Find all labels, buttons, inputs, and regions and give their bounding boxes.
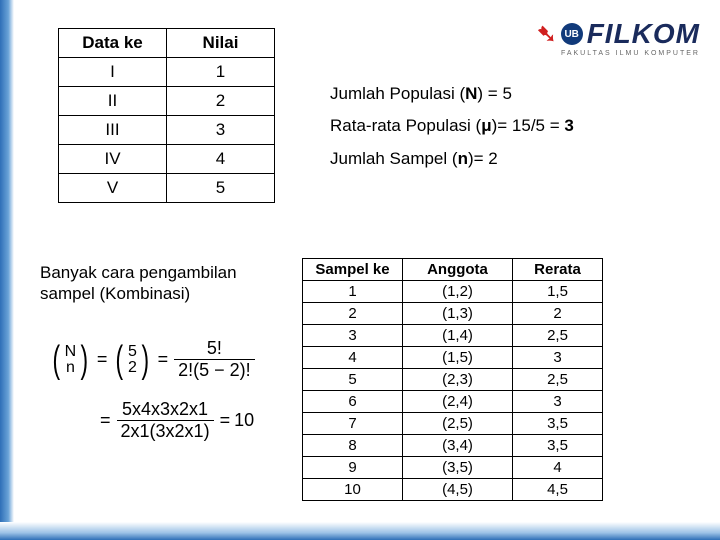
sample-cell: (3,4) [403, 435, 513, 457]
sample-cell: 4 [303, 347, 403, 369]
sample-cell: (1,5) [403, 347, 513, 369]
pop-cell: 2 [167, 87, 275, 116]
sample-cell: 2,5 [513, 325, 603, 347]
sample-th-sampel: Sampel ke [303, 259, 403, 281]
sample-cell: 8 [303, 435, 403, 457]
pop-cell: I [59, 58, 167, 87]
logo-subtitle: FAKULTAS ILMU KOMPUTER [561, 50, 700, 57]
sample-cell: 3,5 [513, 413, 603, 435]
stat-line-n: Jumlah Sampel (n)= 2 [330, 143, 574, 175]
logo-swoosh-icon: ➷ [537, 20, 557, 49]
sample-cell: 5 [303, 369, 403, 391]
sample-cell: 6 [303, 391, 403, 413]
sample-cell: 1,5 [513, 281, 603, 303]
pop-cell: 5 [167, 174, 275, 203]
combination-formula: ( Nn ) = ( 52 ) = 5! 2!(5 − 2)! = 5x4x3x… [50, 338, 255, 442]
sample-cell: (2,3) [403, 369, 513, 391]
pop-th-nilai: Nilai [167, 29, 275, 58]
stat-line-mu: Rata-rata Populasi (μ)= 15/5 = 3 [330, 110, 574, 142]
sample-cell: 9 [303, 457, 403, 479]
sample-cell: (1,3) [403, 303, 513, 325]
sample-cell: (2,4) [403, 391, 513, 413]
kombinasi-label: Banyak cara pengambilan sampel (Kombinas… [40, 262, 260, 305]
sample-th-rerata: Rerata [513, 259, 603, 281]
pop-cell: II [59, 87, 167, 116]
bottom-gradient-bar [0, 522, 720, 540]
logo-ub-badge: UB [561, 23, 583, 45]
sample-cell: 4,5 [513, 479, 603, 501]
sample-cell: 4 [513, 457, 603, 479]
sample-cell: (1,2) [403, 281, 513, 303]
pop-cell: III [59, 116, 167, 145]
sample-cell: (4,5) [403, 479, 513, 501]
pop-cell: IV [59, 145, 167, 174]
logo-text: FILKOM [587, 18, 700, 50]
sample-cell: 10 [303, 479, 403, 501]
sample-cell: 2 [513, 303, 603, 325]
sample-cell: 3 [303, 325, 403, 347]
formula-row-2: = 5x4x3x2x1 2x1(3x2x1) = 10 [100, 399, 255, 442]
logo: ➷ UB FILKOM [537, 18, 700, 50]
left-gradient-bar [0, 0, 14, 540]
sample-cell: 3,5 [513, 435, 603, 457]
population-table: Data ke Nilai I1 II2 III3 IV4 V5 [58, 28, 275, 203]
sample-cell: (1,4) [403, 325, 513, 347]
stats-block: Jumlah Populasi (N) = 5 Rata-rata Popula… [330, 78, 574, 175]
sample-cell: 1 [303, 281, 403, 303]
pop-cell: V [59, 174, 167, 203]
sample-table: Sampel ke Anggota Rerata 1(1,2)1,5 2(1,3… [302, 258, 603, 501]
sample-cell: 3 [513, 391, 603, 413]
stat-line-N: Jumlah Populasi (N) = 5 [330, 78, 574, 110]
sample-cell: (3,5) [403, 457, 513, 479]
sample-cell: 3 [513, 347, 603, 369]
sample-th-anggota: Anggota [403, 259, 513, 281]
sample-cell: 7 [303, 413, 403, 435]
pop-cell: 1 [167, 58, 275, 87]
formula-row-1: ( Nn ) = ( 52 ) = 5! 2!(5 − 2)! [50, 338, 255, 381]
sample-cell: 2 [303, 303, 403, 325]
pop-cell: 4 [167, 145, 275, 174]
pop-th-data: Data ke [59, 29, 167, 58]
sample-cell: (2,5) [403, 413, 513, 435]
pop-cell: 3 [167, 116, 275, 145]
sample-cell: 2,5 [513, 369, 603, 391]
